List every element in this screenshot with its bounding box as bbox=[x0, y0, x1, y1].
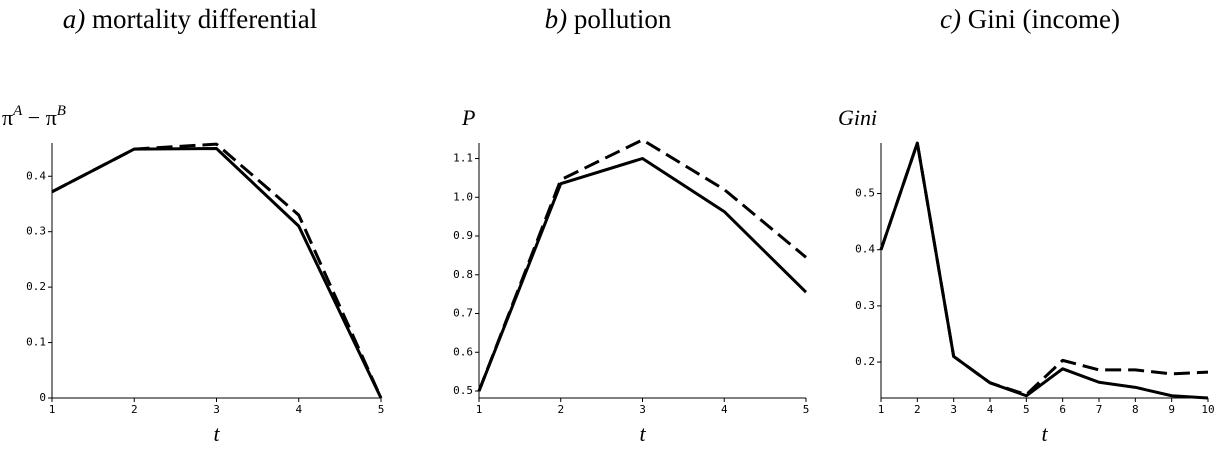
y-tick-label: 0.8 bbox=[453, 268, 473, 281]
panel-label: a) bbox=[63, 4, 86, 34]
x-tick-label: 10 bbox=[1201, 403, 1214, 416]
x-tick-label: 8 bbox=[1132, 403, 1139, 416]
y-tick-label: 0.4 bbox=[855, 243, 875, 256]
y-tick-label: 0.3 bbox=[855, 299, 875, 312]
y-axis-label-part: Gini bbox=[838, 105, 877, 130]
title-text: pollution bbox=[574, 4, 672, 34]
x-tick-label: 5 bbox=[1023, 403, 1030, 416]
x-tick-label: 1 bbox=[49, 403, 56, 416]
y-tick-label: 1.1 bbox=[453, 152, 473, 165]
x-tick-label: 2 bbox=[914, 403, 921, 416]
series-line bbox=[51, 142, 383, 399]
x-tick-label: 2 bbox=[131, 403, 138, 416]
x-tick-label: 6 bbox=[1059, 403, 1066, 416]
x-tick-label: 3 bbox=[639, 403, 646, 416]
panel-label: b) bbox=[545, 4, 568, 34]
x-axis-label: t bbox=[213, 421, 220, 446]
y-axis-label-part: − π bbox=[22, 105, 57, 130]
series-line bbox=[879, 141, 1209, 397]
y-tick-label: 0.5 bbox=[453, 384, 473, 397]
x-tick-label: 7 bbox=[1096, 403, 1103, 416]
y-tick-label: 0.6 bbox=[453, 345, 473, 358]
x-tick-label: 2 bbox=[557, 403, 564, 416]
x-axis-label: t bbox=[1041, 421, 1048, 446]
chart-title: b) pollution bbox=[545, 4, 672, 34]
y-tick-label: 0.2 bbox=[26, 280, 46, 293]
x-tick-label: 9 bbox=[1168, 403, 1175, 416]
x-tick-label: 4 bbox=[987, 403, 994, 416]
x-tick-label: 3 bbox=[213, 403, 220, 416]
y-tick-label: 0.5 bbox=[855, 187, 875, 200]
title-space bbox=[85, 4, 92, 34]
y-tick-label: 0.9 bbox=[453, 229, 473, 242]
x-tick-label: 3 bbox=[950, 403, 957, 416]
y-tick-label: 0.1 bbox=[26, 336, 46, 349]
x-tick-label: 4 bbox=[295, 403, 302, 416]
title-space bbox=[567, 4, 574, 34]
y-axis-label: Gini bbox=[838, 105, 877, 130]
y-tick-label: 1.0 bbox=[453, 190, 473, 203]
y-tick-label: 0.4 bbox=[26, 169, 46, 182]
title-space bbox=[961, 4, 968, 34]
chart-title: a) mortality differential bbox=[63, 4, 317, 34]
x-tick-label: 5 bbox=[803, 403, 810, 416]
chart-title: c) Gini (income) bbox=[940, 4, 1120, 34]
title-text: mortality differential bbox=[92, 4, 317, 34]
y-axis-label-part: P bbox=[461, 105, 475, 130]
y-axis-label-part: A bbox=[12, 103, 23, 119]
x-tick-label: 1 bbox=[878, 403, 885, 416]
series-line bbox=[879, 141, 1209, 400]
x-tick-label: 4 bbox=[721, 403, 728, 416]
x-axis-label: t bbox=[639, 421, 646, 446]
panel-label: c) bbox=[940, 4, 961, 34]
x-tick-label: 1 bbox=[476, 403, 483, 416]
series-line bbox=[477, 157, 808, 392]
y-tick-label: 0.2 bbox=[855, 355, 875, 368]
y-axis-label: πA − πB bbox=[2, 103, 66, 130]
y-axis-label-part: π bbox=[2, 105, 13, 130]
y-tick-label: 0.3 bbox=[26, 225, 46, 238]
series-line bbox=[477, 138, 807, 392]
y-axis-label-part: B bbox=[57, 103, 66, 119]
y-tick-label: 0.7 bbox=[453, 307, 473, 320]
y-axis-label: P bbox=[461, 105, 475, 130]
x-tick-label: 5 bbox=[378, 403, 385, 416]
title-text: Gini (income) bbox=[968, 4, 1120, 34]
series-line bbox=[51, 147, 383, 399]
y-tick-label: 0 bbox=[39, 391, 46, 404]
